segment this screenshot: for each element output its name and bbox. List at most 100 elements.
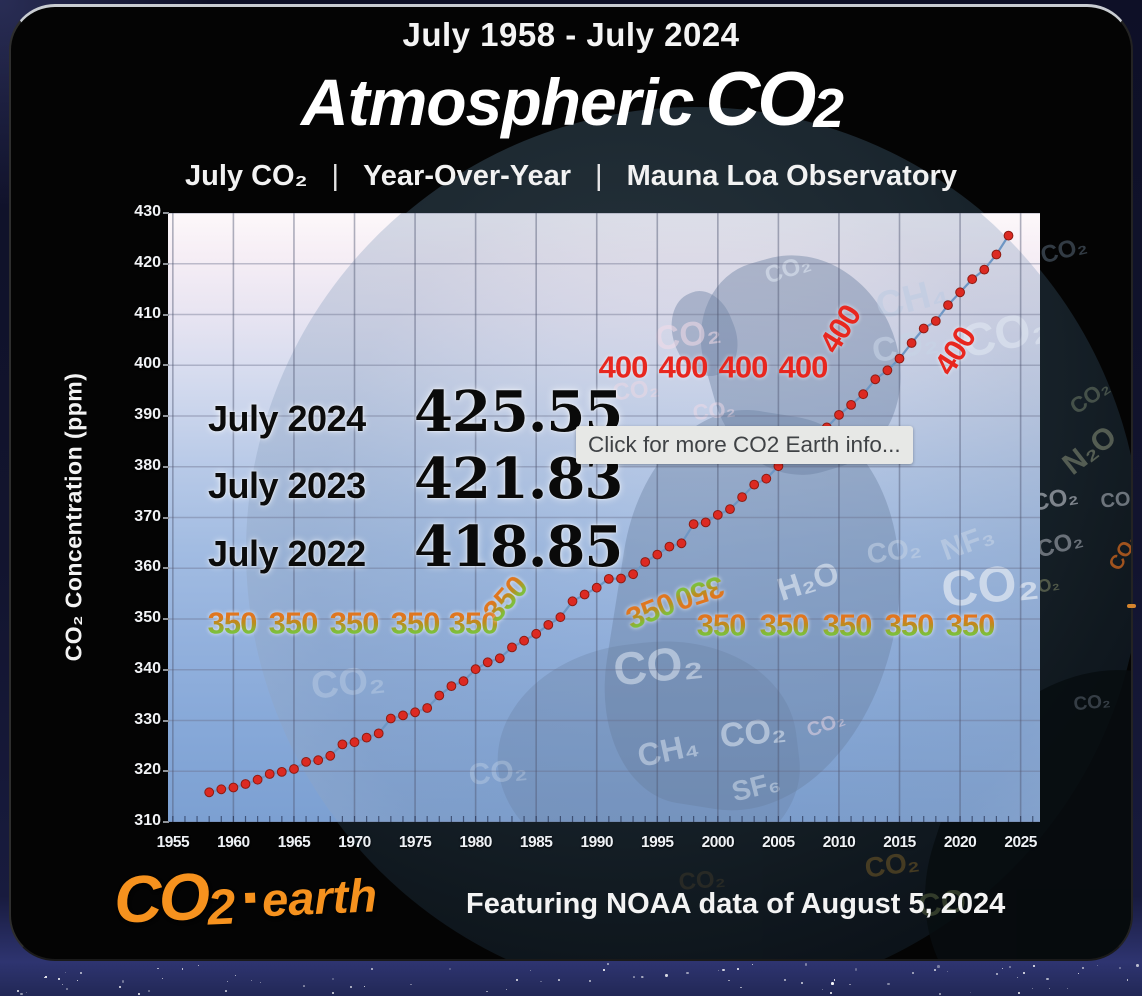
x-tick-label: 2000 [701,834,735,851]
y-tick-label: 420 [134,253,161,271]
threshold-label-350: 350 [822,607,873,643]
star [603,969,605,971]
star [259,982,261,984]
star [45,976,47,978]
x-tick-label: 2020 [943,834,977,851]
star [1097,965,1099,967]
star [80,972,83,974]
y-tick-mark [163,567,169,570]
star [16,989,20,993]
star [66,988,69,991]
star [147,989,150,992]
threshold-label-350: 350 [329,605,380,641]
star [162,977,163,979]
star [934,969,936,971]
y-tick-label: 430 [134,203,161,220]
y-tick-label: 340 [134,659,161,677]
callout-row: July 2022 418.85 [208,514,623,580]
threshold-label-350: 350 [448,605,499,641]
x-tick-label: 2010 [822,834,856,851]
co2-line-chart [168,213,1040,822]
y-tick-mark [163,719,169,722]
star [912,971,915,974]
star [19,992,23,996]
page-title: Atmospheric CO2 [0,56,1142,143]
y-tick-label: 390 [134,406,161,423]
x-tick-label: 1985 [519,834,553,851]
star [939,992,941,995]
chart-plot-area: CO₂ CO₂ CH₄ CO₂ CO₂ CO₂ CO₂ CO₂ H₂O CO₂ CO₂ NF₃ CO₂ C… [168,213,1040,822]
x-tick-label: 1960 [217,834,250,851]
gas-watermark: CO₂ [1037,231,1090,270]
star [752,964,754,966]
subtitle-station-label: Mauna Loa Observatory [626,160,957,192]
star [1033,965,1036,968]
star [969,992,971,994]
y-tick-label: 350 [134,609,161,626]
star [728,979,730,981]
star [804,963,808,967]
star [181,968,184,970]
star [371,967,374,971]
star [1001,968,1003,970]
threshold-label-350: 350 [696,607,747,643]
star [558,979,561,981]
star [632,976,635,979]
y-tick-label: 410 [134,304,161,322]
subtitle-series-label: July CO₂ [185,160,308,192]
y-tick-label: 330 [134,710,161,728]
star [121,980,125,983]
subtitle-separator: | [331,160,340,192]
star [1031,987,1034,990]
y-tick-mark [163,821,169,823]
logo-dot-icon [244,892,256,904]
title-word: Atmospheric [300,65,694,139]
star [349,986,352,989]
info-tooltip-text: Click for more CO2 Earth info... [588,432,901,457]
y-tick-mark [163,770,169,773]
star [331,991,334,995]
y-tick-mark [163,313,169,316]
star [1023,971,1026,974]
star [607,963,610,965]
callout-month-label: July 2024 [208,398,366,439]
star [529,969,532,972]
star [946,970,948,972]
star [1119,967,1122,969]
logo-co2-subscript: 2 [206,878,237,936]
threshold-label-400: 400 [658,349,709,385]
y-tick-mark [163,618,169,620]
star [722,968,725,971]
logo-co2-text: CO [112,858,209,937]
star [43,977,45,978]
star [1077,972,1080,975]
threshold-label-350: 350 [945,607,996,643]
star [137,992,140,996]
star [250,980,252,982]
star [1017,976,1019,978]
subtitle-frequency-label: Year-Over-Year [363,160,572,192]
star [1066,987,1068,989]
title-co2-mark: CO2 [705,57,844,142]
star [740,986,742,989]
subtitle: July CO₂ | Year-Over-Year | Mauna Loa Observ… [0,160,1142,193]
info-tooltip[interactable]: Click for more CO2 Earth info... [576,426,913,464]
star [665,974,668,977]
star [119,986,122,989]
y-tick-mark [163,668,169,671]
x-tick-label: 1955 [156,834,190,851]
x-tick-label: 1970 [338,834,371,851]
y-tick-label: 360 [134,558,161,576]
callout-row: July 2024 425.55 [208,379,623,445]
co2-earth-logo[interactable]: CO 2 earth [112,850,379,937]
star [717,969,720,972]
x-tick-label: 1995 [641,834,674,851]
star [61,983,63,986]
star [156,967,159,970]
star [1135,964,1139,967]
star [486,990,488,993]
star [1081,966,1084,970]
star [736,967,739,970]
star [849,983,851,986]
star [1009,966,1012,969]
